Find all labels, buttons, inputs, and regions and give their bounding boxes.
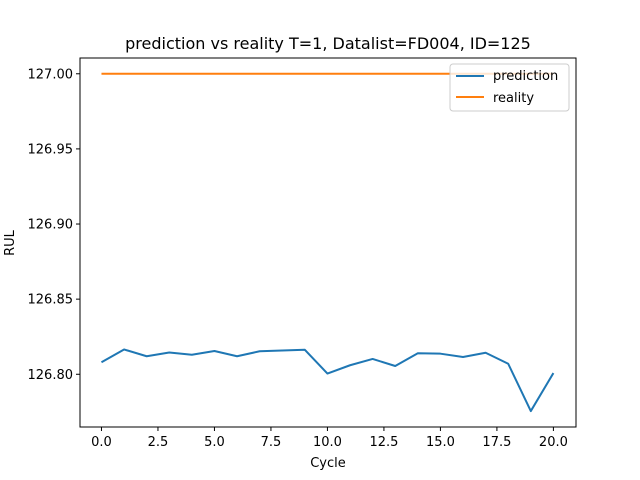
x-tick-label: 17.5	[482, 435, 511, 450]
x-tick-label: 20.0	[539, 435, 568, 450]
x-tick-label: 0.0	[91, 435, 112, 450]
x-tick-label: 12.5	[369, 435, 398, 450]
x-tick-label: 15.0	[426, 435, 455, 450]
x-axis-label: Cycle	[310, 456, 346, 471]
y-tick-label: 127.00	[28, 67, 74, 82]
x-tick-label: 5.0	[204, 435, 225, 450]
y-tick-label: 126.80	[28, 368, 74, 383]
y-axis-ticks: 126.80 126.85 126.90 126.95 127.00	[28, 67, 80, 383]
y-axis-label: RUL	[3, 229, 18, 256]
series-layer	[100, 72, 555, 413]
x-axis-ticks: 0.0 2.5 5.0 7.5 10.0 12.5 15.0 17.5 20.0	[91, 427, 568, 450]
y-tick-label: 126.90	[28, 218, 74, 233]
chart-title: prediction vs reality T=1, Datalist=FD00…	[125, 34, 531, 53]
x-tick-label: 7.5	[261, 435, 282, 450]
series-line-prediction	[100, 348, 555, 413]
plot-frame	[79, 57, 577, 428]
y-tick-label: 126.85	[28, 293, 74, 308]
legend-label-prediction: prediction	[493, 69, 558, 84]
x-tick-label: 10.0	[313, 435, 342, 450]
y-tick-label: 126.95	[28, 142, 74, 157]
x-tick-label: 2.5	[148, 435, 169, 450]
legend-label-reality: reality	[493, 91, 534, 106]
legend: prediction reality	[449, 63, 570, 112]
